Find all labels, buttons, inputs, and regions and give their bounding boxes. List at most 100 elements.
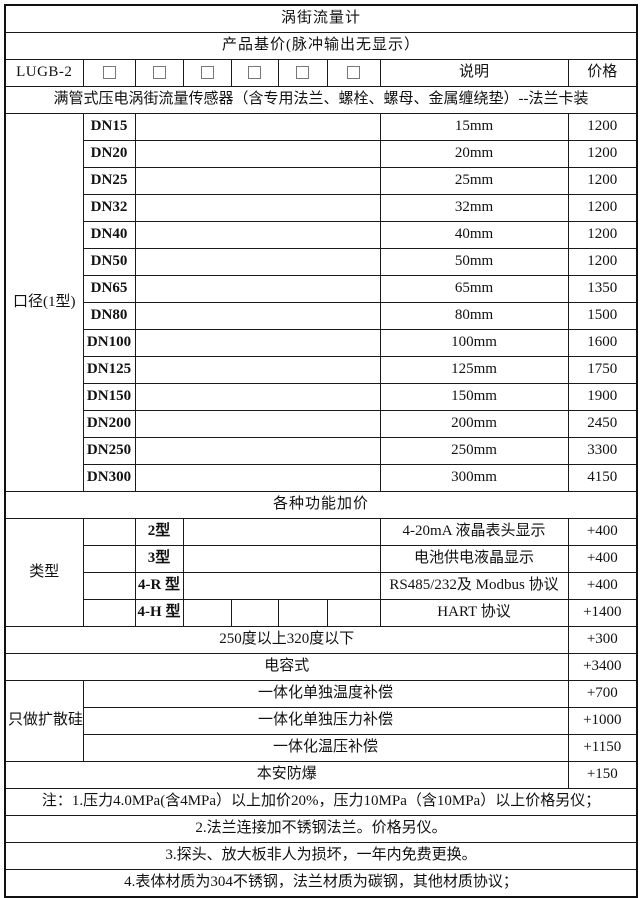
caliber-row: DN32 32mm 1200: [5, 194, 638, 222]
caliber-code: DN125: [82, 356, 136, 384]
caliber-size: 50mm: [379, 248, 569, 276]
checkbox-empty-icon[interactable]: [248, 66, 261, 80]
page-title: 涡街流量计: [4, 4, 638, 33]
caliber-code: DN50: [82, 248, 136, 276]
note-text: 2.法兰连接加不锈钢法兰。价格另仪。: [4, 815, 638, 843]
caliber-blank: [134, 410, 381, 438]
checkbox-cell-3[interactable]: [182, 59, 232, 87]
caliber-blank: [134, 329, 381, 357]
caliber-row: DN300 300mm 4150: [5, 464, 638, 492]
caliber-price: 1200: [567, 221, 638, 249]
checkbox-empty-icon[interactable]: [152, 66, 166, 80]
caliber-row: DN125 125mm 1750: [5, 356, 638, 384]
temperature-price: +300: [567, 626, 638, 654]
base-price-header: 产品基价(脉冲输出无显示）: [4, 32, 638, 60]
type-label: 类型: [4, 518, 84, 627]
type-blank: [82, 545, 136, 573]
caliber-size: 125mm: [379, 356, 569, 384]
caliber-row: 口径(1型) DN15 15mm 1200: [4, 113, 638, 492]
caliber-blank: [134, 167, 381, 195]
type-row: 3型 电池供电液晶显示 +400: [5, 545, 638, 573]
functions-section-title: 各种功能加价: [4, 491, 638, 519]
diffusion-price: +1000: [567, 707, 638, 735]
diffusion-row: 只做扩散硅 一体化单独温度补偿 +700: [4, 680, 638, 762]
caliber-price: 3300: [567, 437, 638, 465]
caliber-price: 2450: [567, 410, 638, 438]
caliber-row: DN50 50mm 1200: [5, 248, 638, 276]
type-price: +1400: [567, 599, 638, 627]
type-blank: [82, 599, 136, 627]
caliber-code: DN300: [82, 464, 136, 492]
caliber-row: DN80 80mm 1500: [5, 302, 638, 330]
explosion-price: +150: [567, 761, 638, 789]
type-spacer: [182, 572, 381, 600]
checkbox-cell-6[interactable]: [326, 59, 381, 87]
type-price: +400: [567, 545, 638, 573]
diffusion-price: +1150: [567, 734, 638, 762]
sensor-description: 满管式压电涡街流量传感器（含专用法兰、螺栓、螺母、金属缠绕垫）--法兰卡装: [4, 86, 638, 114]
temperature-row: 250度以上320度以下 +300: [4, 626, 638, 654]
diffusion-description: 一体化温压补偿: [82, 734, 569, 762]
checkbox-cell-5[interactable]: [277, 59, 328, 87]
type-spacer: [182, 599, 232, 627]
checkbox-cell-1[interactable]: [82, 59, 136, 87]
caliber-size: 150mm: [379, 383, 569, 411]
caliber-price: 1600: [567, 329, 638, 357]
explosion-row: 本安防爆 +150: [4, 761, 638, 789]
caliber-price: 1350: [567, 275, 638, 303]
caliber-row: DN100 100mm 1600: [5, 329, 638, 357]
checkbox-empty-icon[interactable]: [200, 66, 214, 80]
note-text: 3.探头、放大板非人为损坏，一年内免费更换。: [4, 842, 638, 870]
caliber-code: DN80: [82, 302, 136, 330]
caliber-size: 40mm: [379, 221, 569, 249]
checkbox-empty-icon[interactable]: [102, 66, 116, 80]
type-price: +400: [567, 518, 638, 546]
type-code: 4-R 型: [134, 572, 184, 600]
type-blank: [82, 572, 136, 600]
caliber-price: 1900: [567, 383, 638, 411]
type-description: RS485/232及 Modbus 协议: [379, 572, 569, 600]
caliber-size: 100mm: [379, 329, 569, 357]
caliber-price: 1200: [567, 194, 638, 222]
caliber-code: DN100: [82, 329, 136, 357]
diffusion-row: 一体化单独压力补偿 +1000: [5, 707, 638, 735]
type-code: 2型: [134, 518, 184, 546]
type-description: 电池供电液晶显示: [379, 545, 569, 573]
caliber-size: 32mm: [379, 194, 569, 222]
caliber-code: DN32: [82, 194, 136, 222]
description-column-header: 说明: [379, 59, 569, 87]
type-description: HART 协议: [379, 599, 569, 627]
checkbox-cell-4[interactable]: [230, 59, 279, 87]
checkbox-empty-icon[interactable]: [296, 66, 309, 80]
type-spacer: [182, 545, 381, 573]
caliber-price: 1200: [567, 140, 638, 168]
caliber-blank: [134, 140, 381, 168]
type-spacer: [182, 518, 381, 546]
title-row: 涡街流量计: [4, 4, 638, 33]
note-row: 注：1.压力4.0MPa(含4MPa）以上加价20%，压力10MPa（含10MP…: [4, 788, 638, 816]
checkbox-cell-2[interactable]: [134, 59, 184, 87]
caliber-code: DN25: [82, 167, 136, 195]
caliber-size: 25mm: [379, 167, 569, 195]
caliber-price: 1750: [567, 356, 638, 384]
caliber-row: DN65 65mm 1350: [5, 275, 638, 303]
caliber-size: 65mm: [379, 275, 569, 303]
caliber-size: 15mm: [379, 113, 569, 141]
caliber-price: 1200: [567, 167, 638, 195]
type-spacer: [230, 599, 279, 627]
caliber-code: DN65: [82, 275, 136, 303]
note-row: 2.法兰连接加不锈钢法兰。价格另仪。: [4, 815, 638, 843]
caliber-label: 口径(1型): [4, 113, 84, 492]
temperature-description: 250度以上320度以下: [4, 626, 569, 654]
caliber-row: DN25 25mm 1200: [5, 167, 638, 195]
caliber-row: DN150 150mm 1900: [5, 383, 638, 411]
caliber-price: 1500: [567, 302, 638, 330]
caliber-blank: [134, 383, 381, 411]
caliber-blank: [134, 356, 381, 384]
checkbox-empty-icon[interactable]: [347, 66, 360, 80]
diffusion-row: 一体化温压补偿 +1150: [5, 734, 638, 762]
note-row: 3.探头、放大板非人为损坏，一年内免费更换。: [4, 842, 638, 870]
note-row: 4.表体材质为304不锈钢，法兰材质为碳钢，其他材质协议；: [4, 869, 638, 898]
price-column-header: 价格: [567, 59, 638, 87]
